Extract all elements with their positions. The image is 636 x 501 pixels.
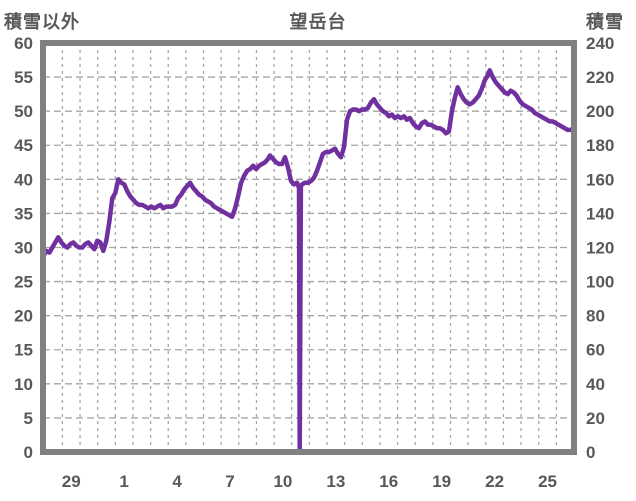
x-axis-tick: 19 <box>432 472 451 491</box>
left-axis-tick: 30 <box>14 238 33 257</box>
plot-border <box>40 40 577 455</box>
right-axis-tick: 40 <box>586 375 605 394</box>
right-axis-tick: 140 <box>586 204 614 223</box>
x-axis-tick: 10 <box>273 472 292 491</box>
right-axis-tick: 60 <box>586 341 605 360</box>
right-axis-tick: 120 <box>586 238 614 257</box>
chart-title: 望岳台 <box>289 12 347 32</box>
x-axis-tick: 1 <box>119 472 128 491</box>
right-axis-tick: 100 <box>586 273 614 292</box>
x-axis-tick: 4 <box>172 472 182 491</box>
right-axis-tick: 160 <box>586 170 614 189</box>
snow-depth-line <box>41 68 577 455</box>
left-axis-title: 積雪以外 <box>4 12 80 32</box>
x-axis-tick: 25 <box>538 472 557 491</box>
right-axis-tick: 0 <box>586 443 595 462</box>
right-axis-tick: 80 <box>586 307 605 326</box>
left-axis-tick: 40 <box>14 170 33 189</box>
left-axis-tick: 45 <box>14 136 33 155</box>
right-axis-title: 積雪 <box>586 12 624 32</box>
x-axis-tick: 7 <box>225 472 234 491</box>
left-axis-tick: 50 <box>14 102 33 121</box>
right-axis-tick: 20 <box>586 409 605 428</box>
x-axis-tick: 22 <box>485 472 504 491</box>
left-axis-tick: 5 <box>24 409 33 428</box>
left-axis-tick: 25 <box>14 273 33 292</box>
right-axis-tick: 240 <box>586 34 614 53</box>
left-axis-tick: 60 <box>14 34 33 53</box>
x-axis-tick: 16 <box>379 472 398 491</box>
left-axis-tick: 0 <box>24 443 33 462</box>
x-axis-tick: 29 <box>62 472 81 491</box>
right-axis-tick: 180 <box>586 136 614 155</box>
left-axis-tick: 10 <box>14 375 33 394</box>
x-axis-tick: 13 <box>326 472 345 491</box>
right-axis-tick: 220 <box>586 68 614 87</box>
left-axis-tick: 35 <box>14 204 33 223</box>
left-axis-tick: 20 <box>14 307 33 326</box>
left-axis-tick: 15 <box>14 341 33 360</box>
right-axis-tick: 200 <box>586 102 614 121</box>
left-axis-tick: 55 <box>14 68 33 87</box>
